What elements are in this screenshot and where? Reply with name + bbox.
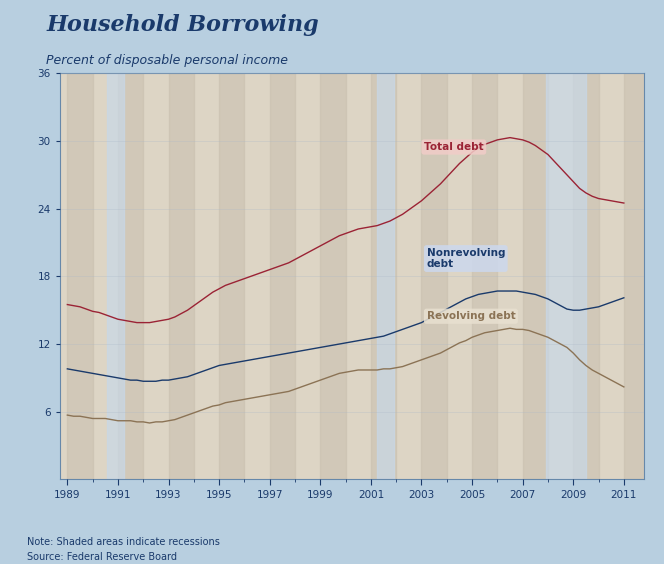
- Bar: [118, 73, 143, 479]
- Text: Source: Federal Reserve Board: Source: Federal Reserve Board: [27, 552, 177, 562]
- Text: Percent of disposable personal income: Percent of disposable personal income: [46, 54, 288, 67]
- Bar: [67, 73, 93, 479]
- Bar: [219, 73, 244, 479]
- Text: Revolving debt: Revolving debt: [426, 311, 515, 321]
- Bar: [169, 73, 194, 479]
- Text: Note: Shaded areas indicate recessions: Note: Shaded areas indicate recessions: [27, 537, 219, 547]
- Bar: [472, 73, 497, 479]
- Bar: [546, 73, 586, 479]
- Bar: [422, 73, 447, 479]
- Bar: [320, 73, 345, 479]
- Bar: [573, 73, 598, 479]
- Bar: [270, 73, 295, 479]
- Text: Nonrevolving
debt: Nonrevolving debt: [426, 248, 505, 270]
- Bar: [624, 73, 649, 479]
- Bar: [371, 73, 396, 479]
- Text: Total debt: Total debt: [424, 142, 483, 152]
- Text: Household Borrowing: Household Borrowing: [46, 14, 319, 36]
- Bar: [377, 73, 394, 479]
- Bar: [523, 73, 548, 479]
- Bar: [108, 73, 124, 479]
